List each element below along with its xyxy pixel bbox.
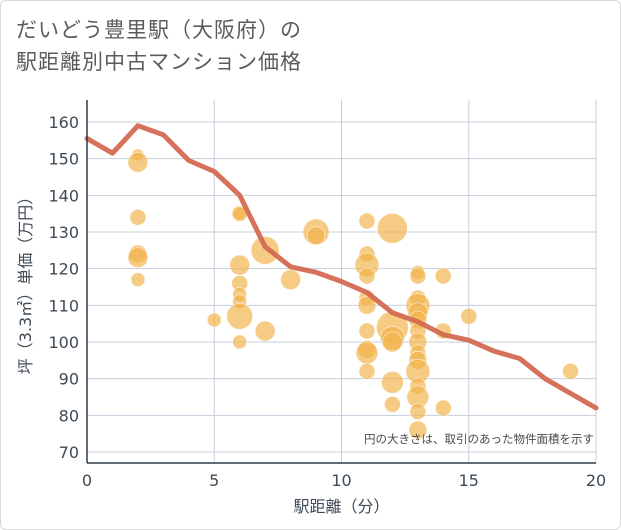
- data-bubble: [434, 267, 452, 285]
- data-bubble: [358, 322, 376, 340]
- data-bubble: [358, 267, 376, 285]
- y-tick-label: 100: [48, 333, 79, 352]
- chart-title-line-2: 駅距離別中古マンション価格: [16, 50, 302, 74]
- x-tick-label: 5: [209, 471, 219, 490]
- y-tick-label: 70: [59, 443, 79, 462]
- x-tick-label: 10: [331, 471, 351, 490]
- x-tick-label: 20: [586, 471, 606, 490]
- y-tick-label: 110: [48, 296, 79, 315]
- grid-lines: [87, 100, 597, 463]
- data-bubble: [357, 295, 377, 315]
- data-bubble: [381, 331, 403, 353]
- x-tick-label: 0: [82, 471, 92, 490]
- data-bubble: [460, 307, 478, 325]
- data-bubble: [280, 269, 302, 291]
- y-tick-label: 150: [48, 150, 79, 169]
- y-tick-label: 80: [59, 406, 79, 425]
- data-bubble: [206, 312, 222, 328]
- data-bubble: [129, 208, 147, 226]
- data-bubble: [409, 403, 427, 421]
- y-tick-label: 140: [48, 186, 79, 205]
- size-legend-note: 円の大きさは、取引のあった物件面積を示す: [364, 432, 594, 446]
- data-bubble: [232, 334, 248, 350]
- data-bubble: [408, 420, 428, 440]
- tick-labels: 0 5 10 15 20 70 80 90 100 110 120 130 140 150 160: [48, 113, 606, 490]
- x-axis-label: 駅距離（分）: [293, 497, 389, 516]
- data-bubble: [229, 254, 251, 276]
- average-price-line: [84, 123, 599, 411]
- data-bubble: [358, 362, 376, 380]
- data-bubble: [127, 247, 149, 269]
- axes: [86, 100, 596, 464]
- chart-title: だいどう豊里駅（大阪府）の 駅距離別中古マンション価格: [16, 14, 302, 78]
- data-bubble: [355, 341, 379, 365]
- data-bubble: [226, 302, 254, 330]
- data-bubble: [383, 395, 401, 413]
- data-bubble: [380, 370, 404, 394]
- chart-title-line-1: だいどう豊里駅（大阪府）の: [16, 18, 302, 42]
- data-bubble: [434, 399, 452, 417]
- data-bubble: [306, 226, 326, 246]
- y-tick-label: 120: [48, 260, 79, 279]
- data-bubble: [376, 212, 408, 244]
- bubble-layer: [127, 148, 579, 440]
- data-bubble: [127, 151, 149, 173]
- data-bubble: [250, 235, 280, 265]
- y-tick-label: 90: [59, 370, 79, 389]
- y-axis-label: 坪（3.3㎡）単価（万円）: [16, 189, 35, 374]
- x-tick-label: 15: [459, 471, 479, 490]
- y-tick-label: 130: [48, 223, 79, 242]
- data-bubble: [409, 267, 427, 285]
- data-bubble: [130, 272, 146, 288]
- data-bubble: [358, 212, 376, 230]
- data-bubble: [562, 362, 579, 380]
- data-bubble: [254, 320, 276, 342]
- trend-line-layer: [84, 123, 599, 411]
- y-tick-label: 160: [48, 113, 79, 132]
